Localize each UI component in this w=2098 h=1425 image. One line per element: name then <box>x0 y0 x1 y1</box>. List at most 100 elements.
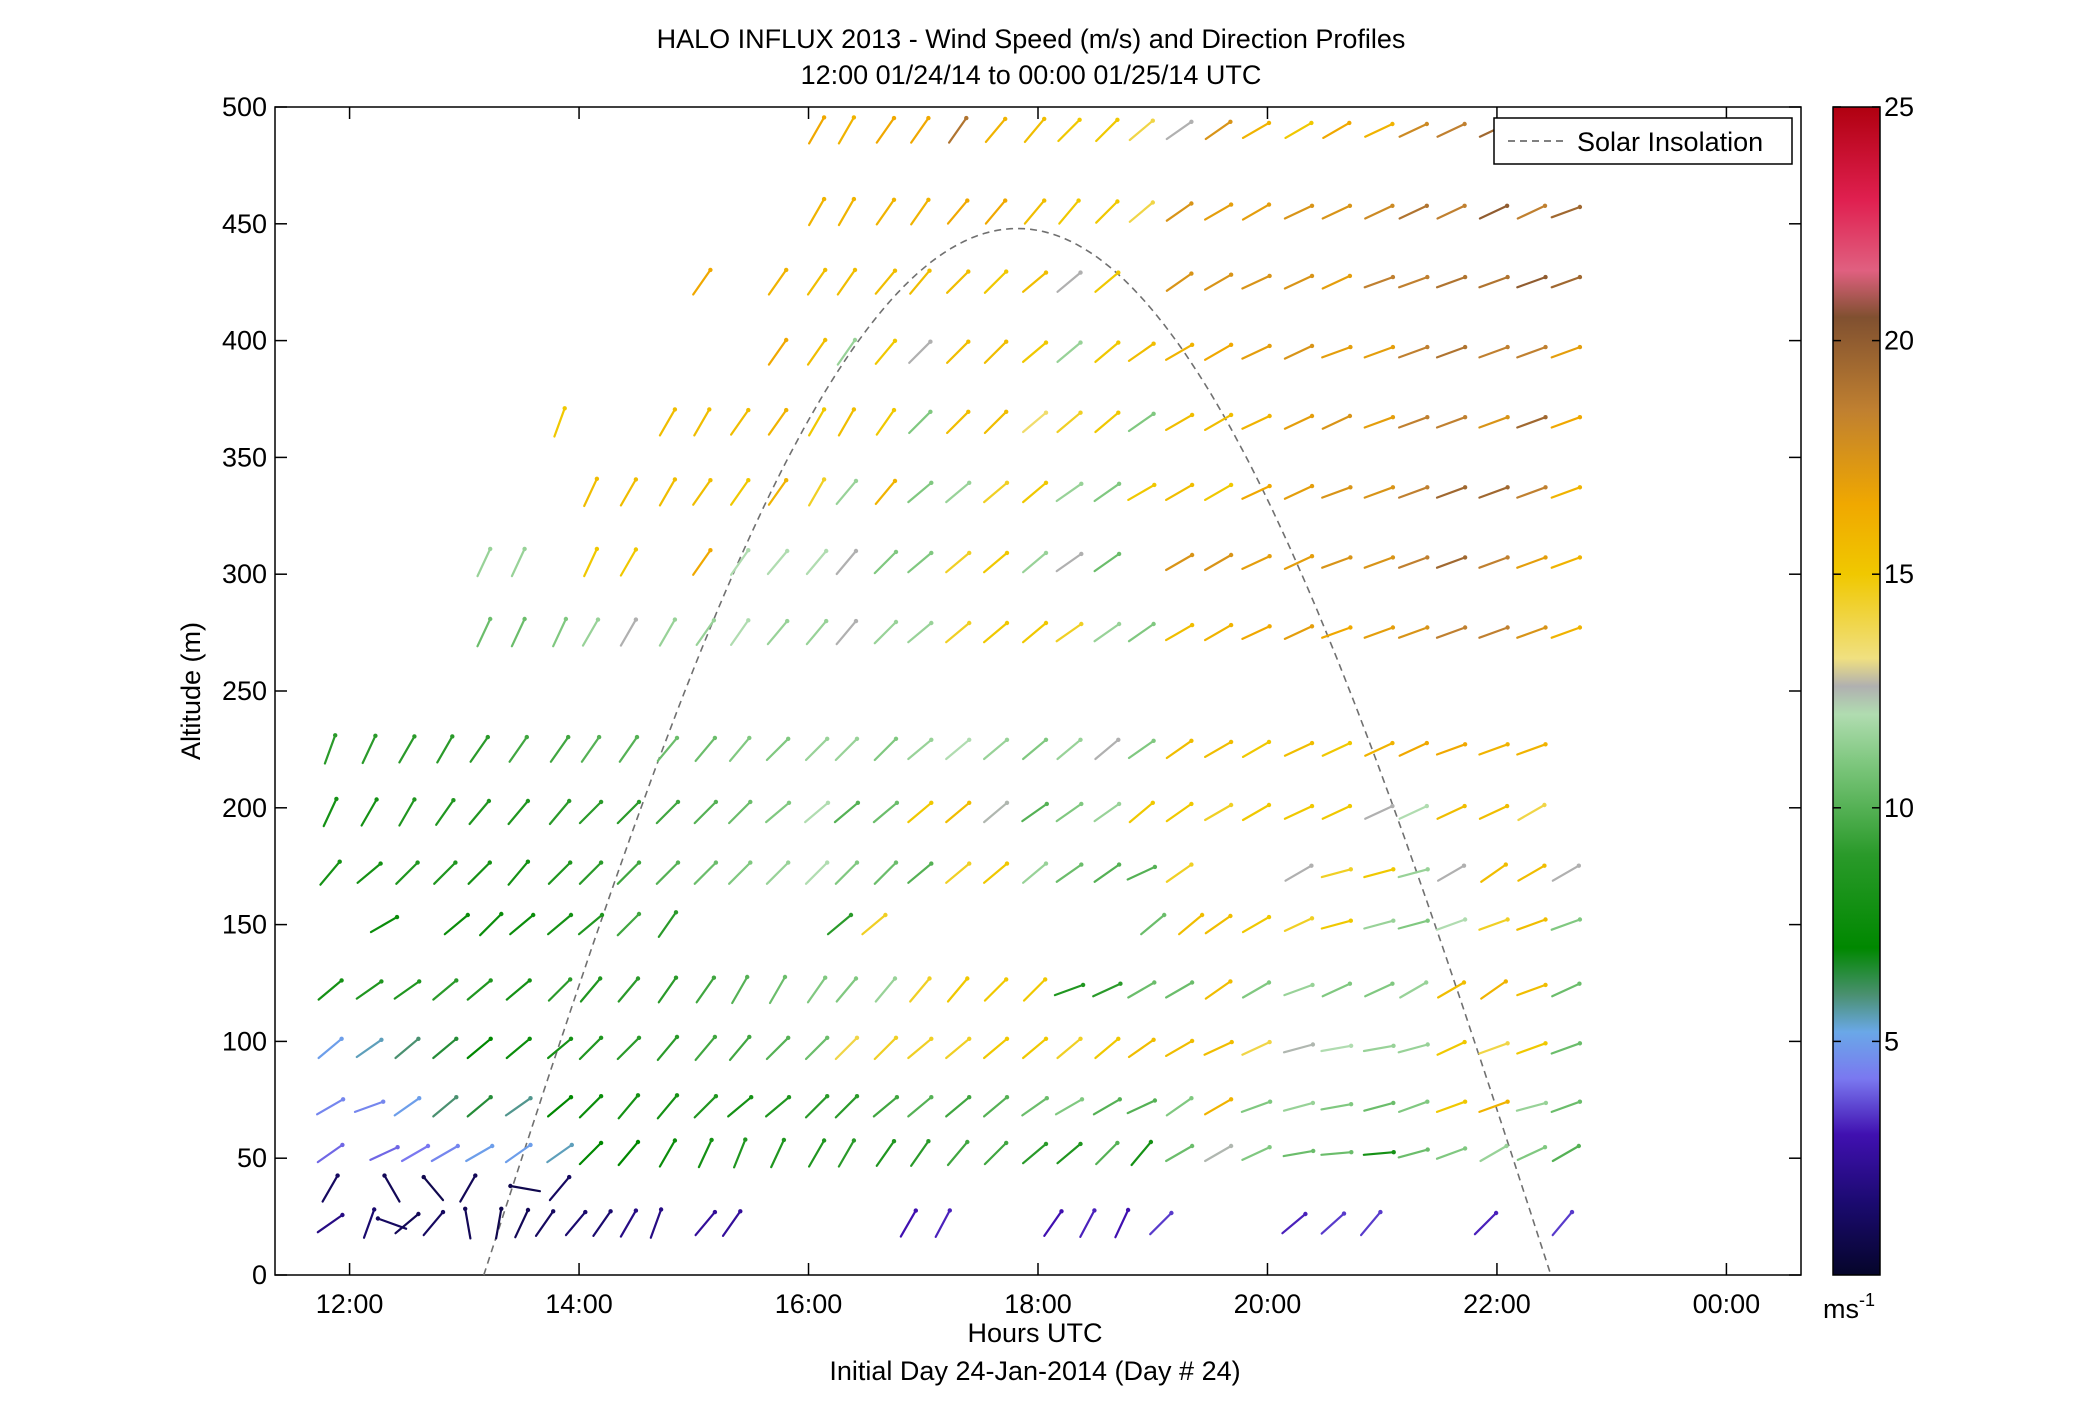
wind-vector-shaft <box>1241 1040 1271 1056</box>
wind-vector-shaft <box>507 860 530 886</box>
wind-vector-shaft <box>1241 274 1271 290</box>
wind-vector <box>1551 863 1582 882</box>
wind-vector-shaft <box>1284 864 1313 882</box>
wind-vector-head <box>594 476 600 481</box>
wind-vector <box>578 1094 604 1119</box>
wind-vector-head <box>1004 1140 1009 1146</box>
wind-vector-shaft <box>1203 413 1233 431</box>
wind-vector <box>766 618 790 646</box>
wind-vector-head <box>635 1139 641 1145</box>
wind-vector-shaft <box>694 1210 717 1237</box>
wind-vector-shaft <box>316 1213 344 1234</box>
wind-vector-head <box>1390 415 1396 420</box>
wind-vector-shaft <box>1363 626 1395 639</box>
wind-vector-head <box>1462 625 1468 630</box>
wind-vector-shaft <box>1177 913 1204 936</box>
wind-vector <box>807 1138 827 1168</box>
wind-vector-head <box>1347 740 1353 746</box>
wind-vector-head <box>412 797 417 802</box>
wind-vector-head <box>1189 1096 1194 1101</box>
wind-vector-head <box>1505 1041 1510 1046</box>
wind-vector-head <box>636 1035 642 1041</box>
wind-vector-head <box>1150 118 1156 123</box>
wind-vector-shaft <box>578 861 603 885</box>
wind-vector <box>656 735 680 763</box>
wind-vector-shaft <box>1203 1144 1233 1163</box>
wind-vector <box>1473 1210 1499 1236</box>
wind-vector <box>1515 1100 1549 1112</box>
wind-vector-head <box>1309 273 1315 279</box>
wind-vector-shaft <box>432 1037 458 1060</box>
wind-vector-shaft <box>1363 868 1395 879</box>
wind-vector-head <box>568 1095 574 1100</box>
wind-vector <box>945 861 972 884</box>
wind-vector-head <box>1577 204 1583 210</box>
wind-vector-shaft <box>873 620 898 645</box>
wind-vector-head <box>1577 917 1583 922</box>
wind-vector-shaft <box>549 735 570 763</box>
wind-vector <box>1550 415 1583 429</box>
wind-vector-head <box>1309 554 1315 559</box>
wind-vector-shaft <box>1055 802 1083 823</box>
wind-vector-head <box>1348 555 1353 560</box>
wind-vector-shaft <box>836 338 857 366</box>
wind-vector <box>581 617 601 647</box>
wind-vector-shaft <box>436 735 454 764</box>
wind-vector-head <box>1543 982 1548 988</box>
wind-vector-head <box>1189 201 1194 206</box>
wind-vector <box>910 1139 931 1167</box>
wind-vector <box>507 859 531 886</box>
wind-vector <box>693 1094 719 1119</box>
wind-vector-shaft <box>466 1096 492 1118</box>
wind-vector-shaft <box>1127 739 1155 760</box>
wind-vector-head <box>1391 1043 1396 1049</box>
wind-vector-shaft <box>1094 411 1120 434</box>
wind-vector-shaft <box>1321 274 1352 290</box>
wind-vector-shaft <box>507 799 530 826</box>
wind-vector-head <box>1079 1097 1085 1102</box>
wind-vector-head <box>929 1036 934 1042</box>
wind-vector <box>617 1093 641 1120</box>
wind-vector <box>1094 1036 1121 1060</box>
wind-vector-head <box>1078 737 1083 742</box>
wind-vector-shaft <box>806 338 827 366</box>
wind-vector <box>1551 1143 1582 1163</box>
wind-vector-head <box>1309 803 1315 809</box>
wind-vector <box>1364 981 1395 998</box>
wind-vector-head <box>929 620 934 626</box>
wind-vector-shaft <box>805 619 828 646</box>
wind-vector <box>1363 555 1396 569</box>
wind-vector-shaft <box>578 1095 603 1119</box>
wind-vector <box>1114 1207 1131 1239</box>
wind-vector-head <box>1543 742 1548 747</box>
wind-vector-shaft <box>1397 1148 1429 1159</box>
wind-vector <box>1283 916 1315 933</box>
wind-vector-head <box>1462 555 1468 560</box>
wind-vector <box>766 548 790 576</box>
wind-vector-shaft <box>945 551 971 574</box>
wind-vector <box>618 734 640 763</box>
wind-vector-head <box>1542 203 1548 208</box>
wind-vector-head <box>1309 203 1315 208</box>
wind-vector <box>1516 555 1548 569</box>
wind-vector-shaft <box>1058 199 1080 225</box>
wind-vector <box>1021 620 1049 644</box>
wind-vector-shaft <box>729 479 750 506</box>
wind-vector <box>946 198 970 225</box>
wind-vector-shaft <box>1516 486 1547 499</box>
wind-vector-head <box>454 978 459 983</box>
wind-vector-shaft <box>934 1209 951 1239</box>
wind-vector-head <box>1348 1102 1354 1107</box>
wind-vector-head <box>891 1139 897 1144</box>
wind-vector-shaft <box>1435 743 1467 756</box>
wind-vector <box>874 268 898 295</box>
wind-vector-head <box>747 735 752 741</box>
wind-vector <box>1165 119 1194 141</box>
wind-vector-shaft <box>1165 202 1193 222</box>
wind-vector-shaft <box>422 1210 445 1237</box>
wind-vector-head <box>893 549 899 555</box>
wind-vector-shaft <box>649 1208 663 1239</box>
wind-vector-head <box>926 115 931 121</box>
wind-vector-head <box>1189 1038 1195 1044</box>
wind-vector <box>764 800 792 824</box>
